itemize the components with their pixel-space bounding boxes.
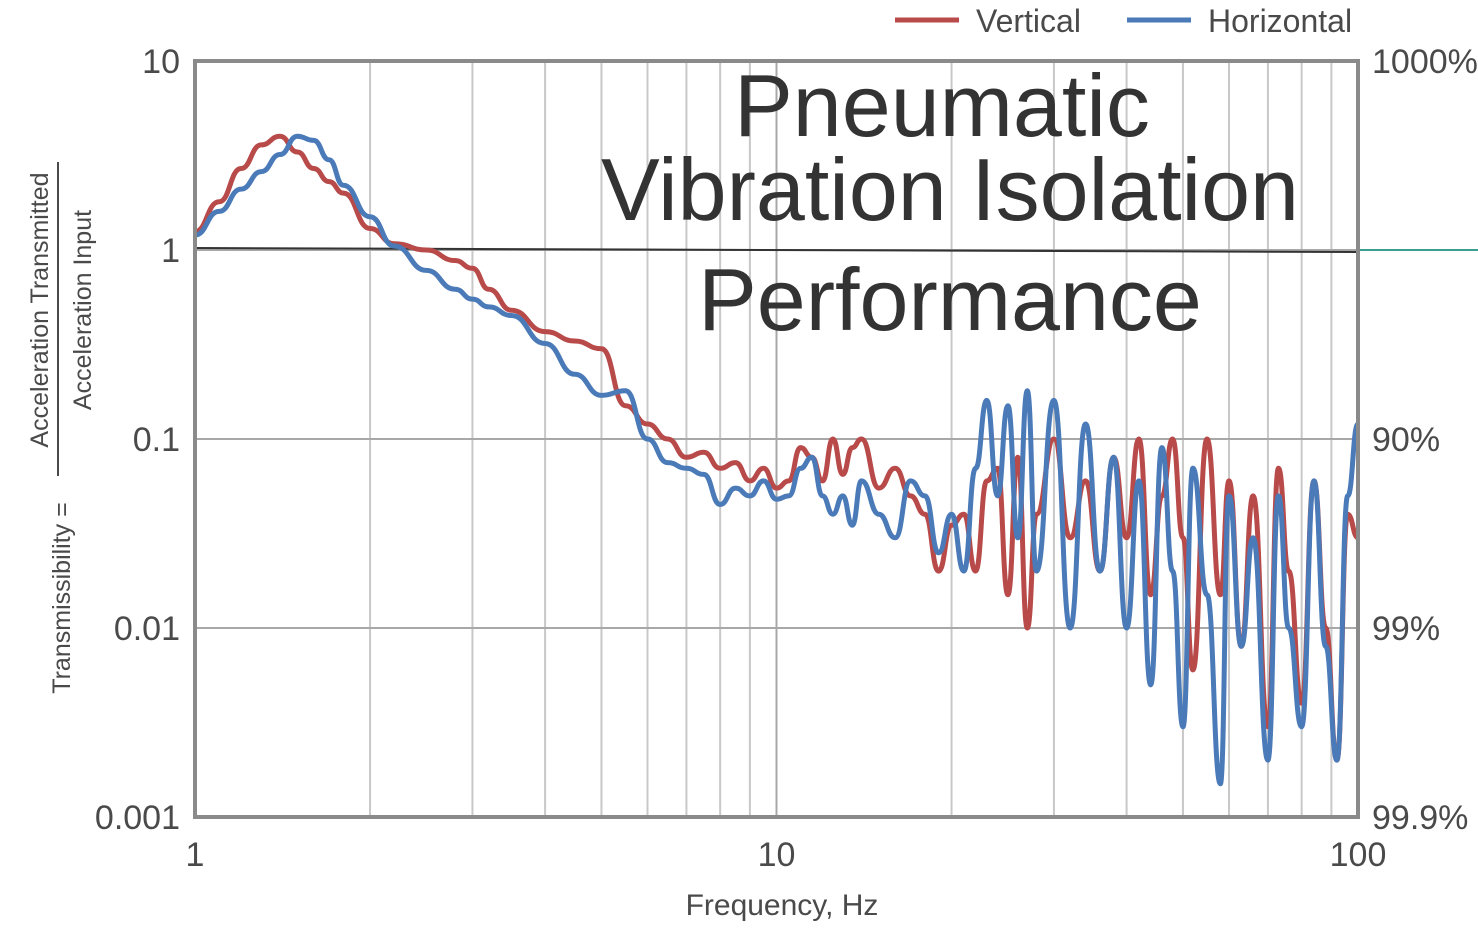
y-tick-label: 1 [161,232,180,270]
grid [194,60,1359,818]
chart-title-line-1: Pneumatic [734,56,1150,155]
y2-tick-label: 99.9% [1372,799,1468,837]
legend-label-horizontal: Horizontal [1208,3,1352,39]
legend-label-vertical: Vertical [976,3,1081,39]
x-tick-label: 1 [186,836,205,874]
chart-title-line-2: Vibration Isolation [601,140,1299,239]
plot-area-frame [193,59,1360,819]
series-lines [194,133,1361,787]
y-tick-label: 10 [142,43,180,81]
series-line-horizontal [194,133,1361,787]
x-axis-title: Frequency, Hz [686,889,879,922]
y2-tick-label: 1000% [1372,43,1478,81]
y-axis-title: Transmissibility = Acceleration Transmit… [26,162,97,694]
y2-tick-label: 90% [1372,421,1440,459]
reference-line-unity [194,247,1359,253]
y-tick-label: 0.1 [133,421,180,459]
chart-title: Pneumatic Vibration Isolation Performanc… [601,56,1299,349]
y2-tick-label: 99% [1372,610,1440,648]
y-tick-label: 0.001 [95,799,180,837]
y-tick-label: 0.01 [114,610,180,648]
legend: Vertical Horizontal [895,3,1352,39]
y-axis-title-numerator: Acceleration Transmitted [26,172,54,447]
x-tick-labels: 1 10 100 [186,836,1387,874]
x-tick-label: 100 [1330,836,1387,874]
chart-title-line-3: Performance [698,250,1202,349]
x-tick-label: 10 [758,836,796,874]
y-tick-labels: 10 1 0.1 0.01 0.001 [95,43,180,837]
y-axis-title-denominator: Acceleration Input [69,210,97,410]
y2-tick-labels: 1000% 90% 99% 99.9% [1372,43,1478,837]
y-axis-title-prefix: Transmissibility = [48,502,76,693]
